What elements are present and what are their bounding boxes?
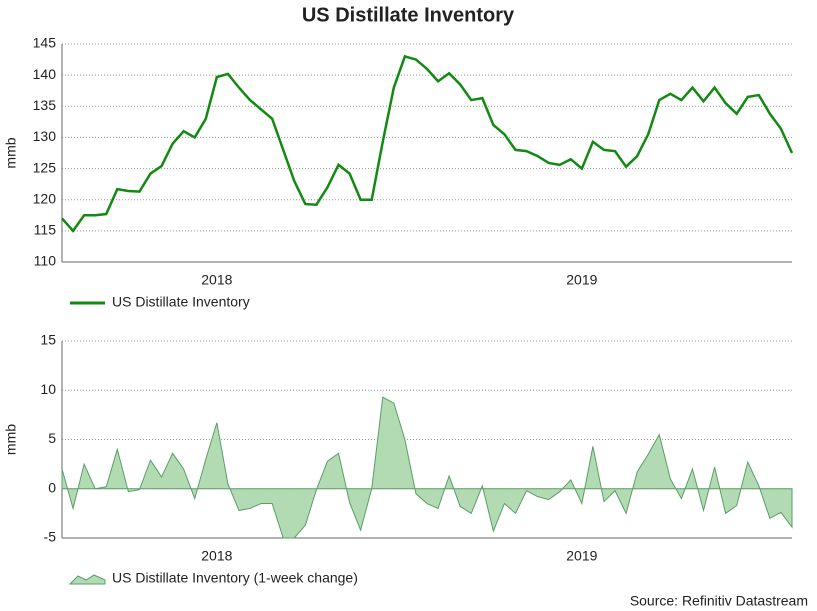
y-tick-label: 125 (33, 159, 57, 175)
y-tick-label: 130 (33, 128, 57, 144)
y-axis-label: mmb (3, 137, 19, 168)
y-tick-label: 10 (40, 381, 56, 397)
x-tick-label: 2019 (566, 272, 597, 288)
source-note: Source: Refinitiv Datastream (630, 593, 808, 609)
y-tick-label: 140 (33, 66, 57, 82)
y-tick-label: 145 (33, 35, 57, 51)
y-tick-label: 5 (48, 430, 56, 446)
y-tick-label: 135 (33, 97, 57, 113)
legend-label: US Distillate Inventory (112, 294, 250, 310)
x-tick-label: 2018 (201, 548, 232, 564)
y-tick-label: -5 (44, 529, 57, 545)
legend-label: US Distillate Inventory (1-week change) (112, 570, 358, 586)
x-tick-label: 2018 (201, 272, 232, 288)
y-tick-label: 120 (33, 190, 57, 206)
x-tick-label: 2019 (566, 548, 597, 564)
y-tick-label: 110 (34, 253, 57, 269)
y-tick-label: 115 (34, 222, 57, 238)
y-tick-label: 0 (48, 479, 56, 495)
y-tick-label: 15 (40, 332, 56, 348)
line-series (61, 54, 794, 233)
area-series (61, 396, 793, 539)
legend-swatch (68, 574, 106, 585)
y-axis-label: mmb (3, 424, 19, 455)
chart-title: US Distillate Inventory (302, 4, 515, 26)
